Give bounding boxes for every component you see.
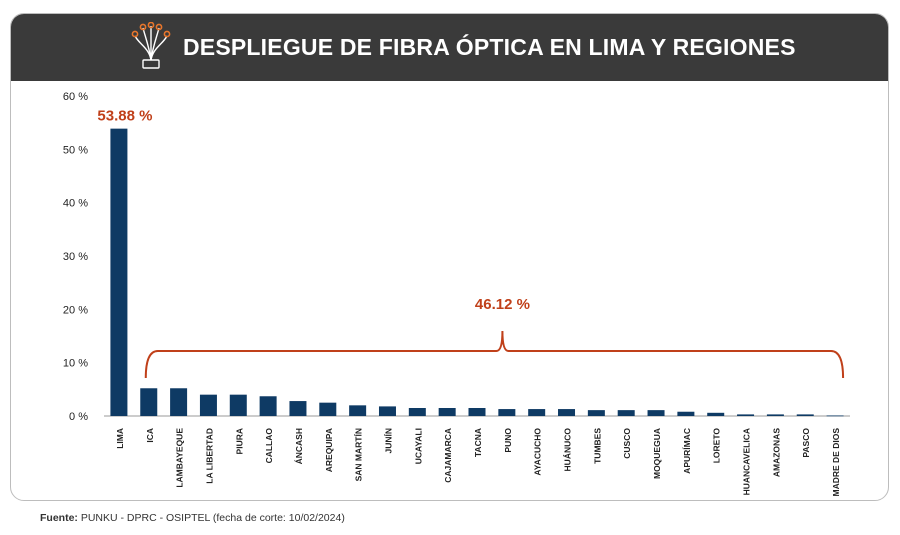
bar [199,394,217,416]
y-tick-label: 0 % [69,411,88,423]
x-tick-label: LA LIBERTAD [204,428,214,484]
x-tick-label: APURÍMAC [682,428,692,474]
bar [796,414,814,416]
bar [766,414,784,416]
bar [289,401,307,416]
x-tick-label: ÁNCASH [294,428,304,464]
bar [259,396,277,416]
x-tick-label: LORETO [712,428,722,464]
bar [110,128,128,416]
chart-card: DESPLIEGUE DE FIBRA ÓPTICA EN LIMA Y REG… [10,13,889,501]
bar [378,406,396,416]
x-tick-label: HUANCAVELICA [742,428,752,495]
y-tick-label: 50 % [63,144,88,156]
source-prefix: Fuente: [40,512,78,524]
y-tick-label: 30 % [63,251,88,263]
x-tick-label: CALLAO [264,428,274,464]
x-tick-label: AYACUCHO [533,428,543,476]
x-tick-label: AMAZONAS [771,428,781,477]
bar [528,409,546,416]
bar [468,408,486,416]
x-tick-label: UCAYALI [413,428,423,464]
x-tick-label: SAN MARTÍN [354,428,364,481]
y-tick-label: 60 % [63,91,88,103]
x-tick-label: TACNA [473,428,483,457]
bar [498,409,516,416]
x-tick-label: HUÁNUCO [563,428,573,472]
x-tick-label: LIMA [115,428,125,449]
header-bar: DESPLIEGUE DE FIBRA ÓPTICA EN LIMA Y REG… [11,14,888,81]
bar [319,402,337,416]
page-title: DESPLIEGUE DE FIBRA ÓPTICA EN LIMA Y REG… [183,34,796,60]
bar [558,409,576,416]
x-tick-label: MOQUEGUA [652,428,662,479]
lima-annotation: 53.88 % [97,108,152,125]
x-tick-label: ICA [145,428,155,443]
bar [647,410,665,416]
x-tick-label: TUMBES [592,428,602,464]
bar [438,408,456,416]
bar [140,388,158,416]
bar [826,415,844,417]
x-tick-label: MADRE DE DIOS [831,428,841,497]
bar [408,408,426,416]
bar [587,410,605,416]
x-tick-label: CAJAMARCA [443,428,453,483]
bar [349,405,367,416]
bar [229,394,247,416]
bar [737,414,755,416]
source-note: Fuente: PUNKU - DPRC - OSIPTEL (fecha de… [40,512,345,524]
x-tick-label: PIURA [234,428,244,454]
x-tick-label: AREQUIPA [324,428,334,472]
x-tick-label: PASCO [801,428,811,458]
bar [677,411,695,416]
bar [170,388,188,416]
bar [707,412,725,416]
source-text: PUNKU - DPRC - OSIPTEL (fecha de corte: … [80,512,345,524]
y-tick-label: 10 % [63,358,88,370]
y-tick-label: 40 % [63,198,88,210]
bar [617,410,635,416]
fiber-optic-icon [131,22,171,69]
y-tick-label: 20 % [63,304,88,316]
regions-bracket [144,330,845,379]
x-tick-label: LAMBAYEQUE [175,428,185,488]
regions-annotation: 46.12 % [475,296,530,313]
x-tick-label: CUSCO [622,428,632,459]
x-tick-label: JUNÍN [383,428,393,454]
x-tick-label: PUNO [503,428,513,453]
